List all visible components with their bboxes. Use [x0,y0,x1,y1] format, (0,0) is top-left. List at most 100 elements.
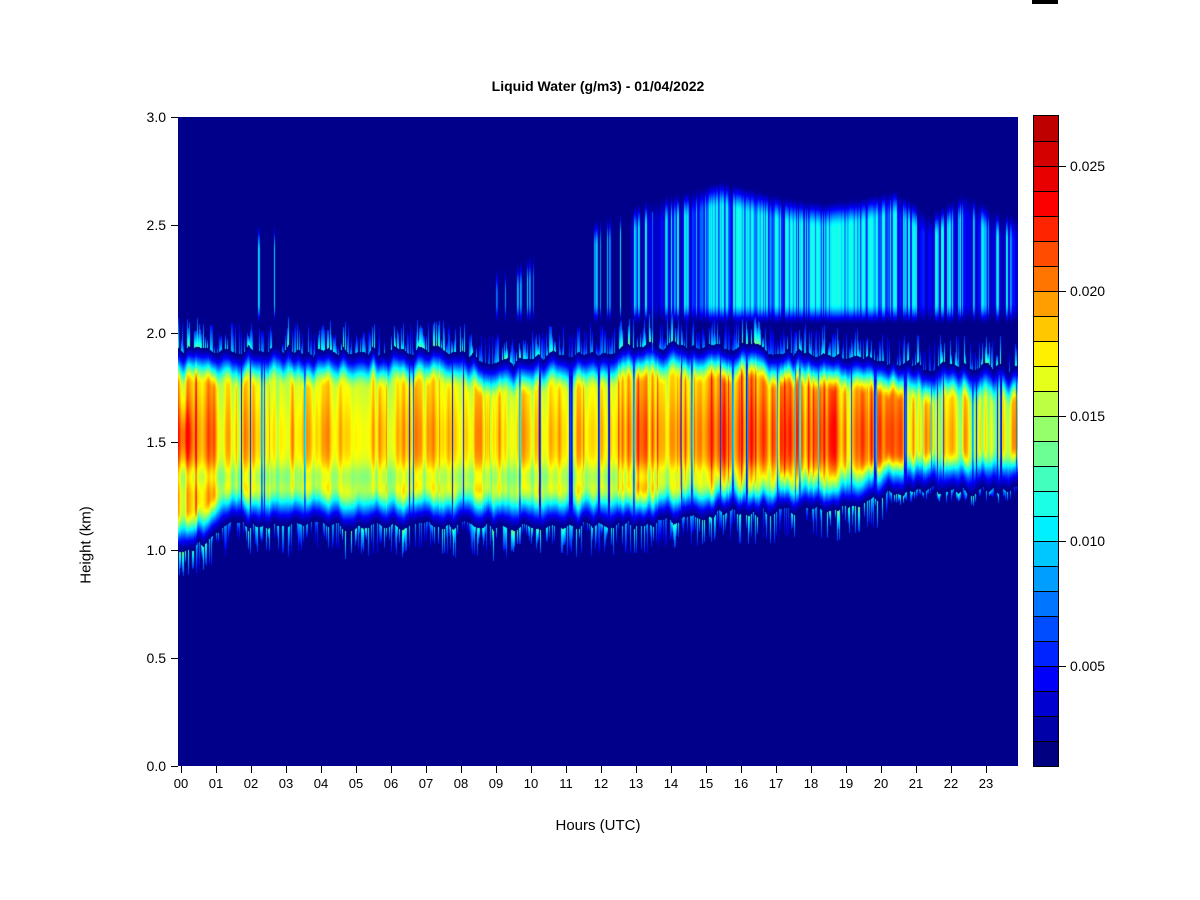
x-tick [321,766,322,773]
x-axis-title: Hours (UTC) [555,817,641,834]
x-tick-label: 21 [908,776,924,791]
x-tick [426,766,427,773]
colorbar-block [1034,216,1058,241]
colorbar-tick [1059,666,1066,667]
colorbar-tick-label: 0.025 [1070,158,1106,174]
colorbar [1033,115,1059,767]
colorbar-tick-label: 0.015 [1070,408,1106,424]
x-tick-label: 17 [768,776,784,791]
x-tick-label: 01 [208,776,224,791]
x-tick-label: 06 [383,776,399,791]
y-axis-title: Height (km) [77,506,95,584]
x-tick [566,766,567,773]
x-tick [391,766,392,773]
x-tick [356,766,357,773]
x-tick-label: 00 [173,776,189,791]
x-tick-label: 15 [698,776,714,791]
y-tick-label: 2.0 [146,325,166,341]
x-tick-label: 13 [628,776,644,791]
x-tick [776,766,777,773]
colorbar-block [1034,141,1058,166]
colorbar-block [1034,616,1058,641]
y-tick-label: 0.0 [146,758,166,774]
y-tick [171,658,178,659]
colorbar-tick [1059,291,1066,292]
x-tick [496,766,497,773]
x-tick [986,766,987,773]
x-tick-label: 22 [943,776,959,791]
colorbar-block [1034,341,1058,366]
colorbar-tick [1059,166,1066,167]
x-tick [181,766,182,773]
x-tick [671,766,672,773]
x-tick-label: 07 [418,776,434,791]
x-tick-label: 02 [243,776,259,791]
y-tick [171,117,178,118]
x-tick [916,766,917,773]
colorbar-block [1034,441,1058,466]
colorbar-block [1034,491,1058,516]
chart-title: Liquid Water (g/m3) - 01/04/2022 [491,78,705,94]
y-tick [171,766,178,767]
x-tick [951,766,952,773]
colorbar-block [1034,266,1058,291]
y-tick [171,225,178,226]
y-tick [171,442,178,443]
x-tick [251,766,252,773]
y-tick [171,550,178,551]
colorbar-block [1034,716,1058,741]
clipped-legend-artifact [1032,0,1058,4]
colorbar-block [1034,741,1058,766]
colorbar-block [1034,191,1058,216]
colorbar-block [1034,691,1058,716]
colorbar-tick-label: 0.010 [1070,533,1106,549]
colorbar-block [1034,641,1058,666]
x-tick [846,766,847,773]
x-tick-label: 20 [873,776,889,791]
colorbar-tick [1059,541,1066,542]
colorbar-block [1034,466,1058,491]
y-tick-label: 0.5 [146,650,166,666]
x-tick-label: 19 [838,776,854,791]
heatmap-plot [178,117,1018,766]
x-tick [706,766,707,773]
colorbar-block [1034,416,1058,441]
colorbar-tick [1059,416,1066,417]
y-tick [171,333,178,334]
colorbar-block [1034,666,1058,691]
x-tick [811,766,812,773]
x-tick-label: 23 [978,776,994,791]
y-tick-label: 3.0 [146,109,166,125]
x-tick-label: 10 [523,776,539,791]
x-tick-label: 12 [593,776,609,791]
x-tick-label: 14 [663,776,679,791]
colorbar-block [1034,116,1058,141]
y-tick-label: 2.5 [146,217,166,233]
colorbar-block [1034,366,1058,391]
x-tick [461,766,462,773]
y-tick-label: 1.0 [146,542,166,558]
x-tick [531,766,532,773]
x-tick [286,766,287,773]
x-tick-label: 16 [733,776,749,791]
colorbar-block [1034,566,1058,591]
colorbar-block [1034,166,1058,191]
x-tick [636,766,637,773]
x-tick-label: 09 [488,776,504,791]
colorbar-block [1034,541,1058,566]
colorbar-tick-label: 0.005 [1070,658,1106,674]
x-tick-label: 18 [803,776,819,791]
colorbar-block [1034,316,1058,341]
y-tick-label: 1.5 [146,434,166,450]
colorbar-tick-label: 0.020 [1070,283,1106,299]
colorbar-block [1034,241,1058,266]
colorbar-block [1034,591,1058,616]
x-tick-label: 08 [453,776,469,791]
colorbar-block [1034,391,1058,416]
x-tick-label: 11 [559,776,573,791]
colorbar-block [1034,516,1058,541]
x-tick-label: 04 [313,776,329,791]
x-tick [741,766,742,773]
x-tick-label: 03 [278,776,294,791]
